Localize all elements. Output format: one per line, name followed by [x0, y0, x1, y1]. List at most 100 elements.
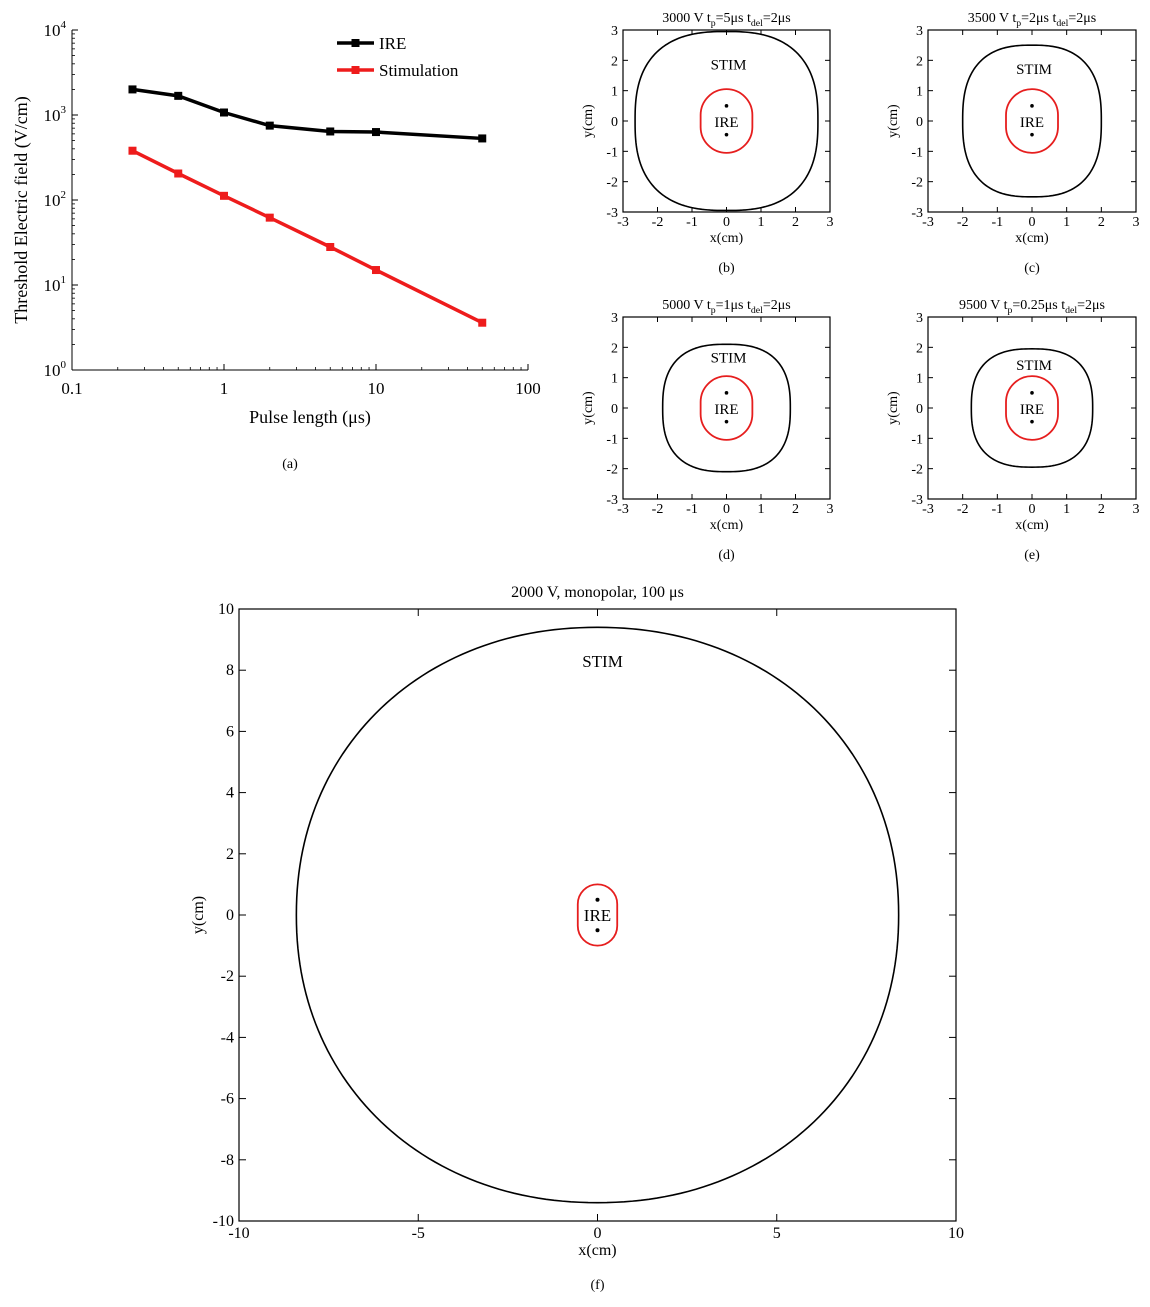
f-y-tick-label: -10: [213, 1213, 234, 1230]
e-x-tick-label: 0: [1029, 502, 1036, 517]
b-ire-contour: [699, 88, 754, 154]
f-y-tick-label: -8: [221, 1152, 234, 1169]
b-ire-label: IRE: [714, 115, 738, 131]
c-x-tick-label: 0: [1029, 215, 1036, 230]
c-y-axis-label: y(cm): [886, 104, 901, 138]
b-y-tick-label: 0: [611, 115, 618, 130]
b-y-tick-label: -1: [606, 145, 618, 160]
a-data-point: [478, 134, 487, 143]
d-stim-contour: [661, 343, 792, 473]
a-data-point: [265, 213, 274, 222]
d-x-tick-label: -1: [686, 502, 698, 517]
e-x-tick-label: -2: [957, 502, 969, 517]
a-data-point: [220, 108, 228, 117]
a-x-tick-label: 0.1: [61, 379, 82, 398]
a-data-point: [326, 127, 335, 136]
b-x-tick-label: 0: [723, 215, 730, 230]
e-x-axis-label: x(cm): [1015, 518, 1049, 533]
f-electrode-dot: [595, 897, 600, 902]
e-y-tick-label: -2: [911, 463, 923, 478]
c-electrode-dot: [1030, 132, 1034, 137]
b-stim-label: STIM: [711, 57, 747, 73]
f-ire-label: IRE: [584, 906, 611, 925]
d-ire-label: IRE: [714, 402, 738, 418]
b-title: 3000 V tp=5μs tdel=2μs: [662, 11, 790, 29]
e-stim-contour: [970, 348, 1094, 468]
b-x-tick-label: -2: [652, 215, 664, 230]
a-x-axis-label: Pulse length (μs): [249, 407, 371, 428]
f-y-tick-label: -6: [221, 1091, 234, 1108]
chart-d: 5000 V tp=1μs tdel=2μs -3 -2 -1 0 1 2 3 -3 -2 -1 0 1…: [581, 298, 834, 563]
e-y-tick-label: 1: [916, 372, 923, 387]
e-electrode-dot: [1030, 391, 1034, 395]
e-x-tick-label: -3: [922, 502, 934, 517]
d-x-tick-label: 0: [723, 502, 730, 517]
a-y-tick-label: 101: [44, 274, 67, 295]
b-x-tick-label: -3: [617, 215, 629, 230]
f-y-tick-label: -4: [221, 1029, 234, 1046]
c-electrode-dot: [1030, 104, 1034, 108]
a-y-tick-label: 100: [44, 359, 67, 380]
a-x-tick-label: 100: [515, 379, 541, 398]
f-title: 2000 V, monopolar, 100 μs: [511, 584, 684, 601]
a-legend-marker: [351, 66, 360, 74]
d-electrode-dot: [724, 419, 729, 424]
c-y-tick-label: 2: [916, 54, 923, 69]
b-x-tick-label: 3: [827, 215, 834, 230]
e-ire-label: IRE: [1020, 402, 1044, 418]
e-y-tick-label: 2: [916, 341, 923, 356]
f-x-tick-label: 5: [773, 1225, 781, 1242]
chart-b: 3000 V tp=5μs tdel=2μs -3 -2 -1 0 1 2 3 -3 -2 -1 0 1…: [581, 11, 834, 276]
b-y-tick-label: 2: [611, 54, 618, 69]
chart-e: 9500 V tp=0.25μs tdel=2μs -3 -2 -1 0 1 2 3 -3 -2 -…: [886, 298, 1140, 563]
b-stim-contour: [634, 30, 819, 212]
f-electrode-dot: [595, 928, 600, 933]
b-y-tick-label: -2: [606, 176, 618, 191]
f-y-tick-label: -2: [221, 968, 234, 985]
d-x-tick-label: 1: [758, 502, 765, 517]
e-x-tick-label: 3: [1133, 502, 1140, 517]
e-y-tick-label: -3: [911, 493, 923, 508]
c-stim-contour: [961, 44, 1103, 198]
a-data-point: [265, 121, 274, 130]
e-stim-label: STIM: [1016, 358, 1052, 374]
f-y-axis-label: y(cm): [190, 896, 207, 934]
b-x-axis-label: x(cm): [710, 231, 744, 246]
f-y-tick-label: 6: [226, 723, 234, 740]
a-y-tick-label: 102: [44, 189, 67, 210]
a-legend-label: IRE: [379, 34, 406, 53]
c-title: 3500 V tp=2μs tdel=2μs: [968, 11, 1096, 29]
f-y-tick-label: 2: [226, 846, 234, 863]
d-y-tick-label: -3: [606, 493, 618, 508]
c-y-tick-label: -3: [911, 206, 923, 221]
f-x-tick-label: -5: [412, 1225, 425, 1242]
b-x-tick-label: 1: [758, 215, 765, 230]
c-ire-label: IRE: [1020, 115, 1044, 131]
chart-c: 3500 V tp=2μs tdel=2μs -3 -2 -1 0 1 2 3 -3 -2 -1 0 1…: [886, 11, 1140, 276]
c-ire-contour: [1005, 88, 1059, 154]
d-y-tick-label: -2: [606, 463, 618, 478]
c-x-tick-label: 2: [1098, 215, 1105, 230]
a-data-point: [326, 242, 335, 251]
f-ire-contour: [576, 883, 619, 947]
a-data-point: [372, 266, 380, 275]
a-data-point: [128, 85, 137, 94]
c-stim-label: STIM: [1016, 62, 1052, 78]
d-y-tick-label: -1: [606, 432, 618, 447]
b-y-tick-label: 3: [611, 24, 618, 39]
f-x-tick-label: 10: [948, 1225, 964, 1242]
e-panel-label: (e): [1024, 548, 1040, 563]
chart-f: 2000 V, monopolar, 100 μs -10 -5 0 5 10 -10 -8 -…: [190, 584, 964, 1293]
a-legend-marker: [351, 39, 360, 47]
c-x-tick-label: -1: [991, 215, 1003, 230]
b-y-tick-label: -3: [606, 206, 618, 221]
a-data-point: [174, 91, 183, 100]
c-x-tick-label: -3: [922, 215, 934, 230]
b-panel-label: (b): [718, 261, 735, 276]
f-y-tick-label: 10: [218, 601, 234, 618]
d-stim-label: STIM: [711, 350, 747, 366]
d-x-tick-label: -3: [617, 502, 629, 517]
a-x-tick-label: 1: [220, 379, 229, 398]
d-ire-contour: [699, 375, 754, 441]
d-x-tick-label: 3: [827, 502, 834, 517]
